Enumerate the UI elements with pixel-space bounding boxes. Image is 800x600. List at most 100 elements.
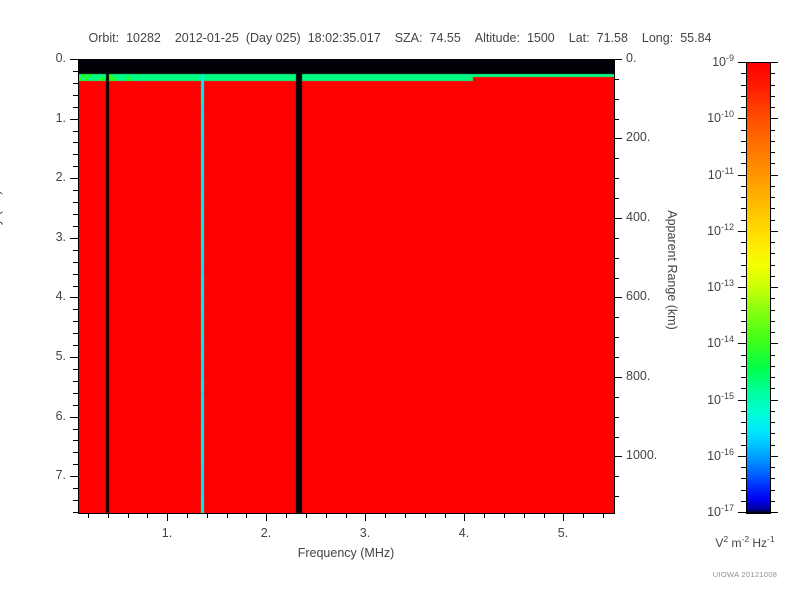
unit-hz: Hz [749,536,768,550]
axis-tick [614,437,619,438]
axis-tick [614,317,619,318]
axis-tick [73,238,78,239]
axis-tick [405,513,406,518]
axis-tick [741,400,746,401]
longitude-label: Long: [641,31,674,45]
axis-tick [614,79,619,80]
axis-tick [73,417,78,418]
axis-tick [770,253,775,254]
colorbar-label-exponent: -17 [720,503,734,513]
colorbar-label-mantissa: 10 [707,449,721,464]
axis-tick [770,130,775,131]
axis-tick [741,152,746,153]
axis-tick [741,265,746,266]
axis-tick [741,422,746,423]
axis-tick [614,496,619,497]
axis-tick [770,141,775,142]
unit-m: m [728,536,742,550]
axis-tick [73,166,78,167]
axis-tick [73,119,78,120]
axis-tick [227,513,228,518]
axis-tick [73,333,78,334]
axis-tick [73,71,78,72]
axis-tick [73,500,78,501]
colorbar-tick-label: 10-15 [707,391,734,407]
axis-tick [770,265,775,266]
axis-tick [73,357,78,358]
axis-tick [603,513,604,518]
y-axis-left-tick-label: 7. [55,468,66,482]
axis-tick [741,287,746,288]
axis-tick [770,107,775,108]
axis-tick [614,138,619,139]
axis-tick [741,85,746,86]
axis-tick [73,214,78,215]
orbit-label: Orbit: [88,31,120,45]
axis-tick [246,513,247,518]
axis-tick [73,476,78,477]
axis-tick [73,345,78,346]
axis-tick [741,231,746,232]
axis-tick [73,405,78,406]
axis-tick [770,400,775,401]
axis-tick [73,95,78,96]
axis-tick [73,429,78,430]
axis-tick [614,297,619,298]
axis-tick [583,513,584,518]
axis-tick [73,297,78,298]
colorbar-tick-label: 10-16 [707,447,734,463]
x-axis-tick-label: 5. [557,526,569,540]
header-info-line: Orbit: 10282 2012-01-25 (Day 025) 18:02:35.0… [0,31,800,45]
axis-tick [504,513,505,518]
axis-tick [73,178,78,179]
axis-tick [741,220,746,221]
y-axis-left-tick-label: 2. [55,170,66,184]
axis-tick [770,456,775,457]
y-axis-left-tick-label: 6. [55,409,66,423]
observation-time: 18:02:35.017 [307,31,381,45]
longitude-value: 55.84 [680,31,712,45]
axis-tick [770,501,775,502]
colorbar-label-exponent: -9 [725,53,734,63]
axis-tick [741,501,746,502]
x-axis-title: Frequency (MHz) [297,546,395,560]
axis-tick [770,411,775,412]
axis-tick [741,298,746,299]
axis-tick [73,59,78,60]
axis-tick [614,99,619,100]
axis-tick [614,119,619,120]
axis-tick [73,83,78,84]
axis-tick [770,388,775,389]
altitude-value: 1500 [526,31,555,45]
axis-tick [73,464,78,465]
axis-tick [524,513,525,518]
axis-tick [741,130,746,131]
latitude-label: Lat: [568,31,590,45]
axis-tick [770,242,775,243]
radargram-heatmap-canvas [79,60,614,513]
axis-tick [741,343,746,344]
axis-tick [614,258,619,259]
axis-tick [770,422,775,423]
axis-tick [614,417,619,418]
axis-tick [741,310,746,311]
axis-tick [73,321,78,322]
y-axis-right-tick-label: 1000. [626,448,658,462]
axis-tick [770,118,775,119]
axis-tick [741,253,746,254]
axis-tick [741,467,746,468]
colorbar-tick-label: 10-12 [707,222,734,238]
sza-label: SZA: [394,31,423,45]
axis-tick [167,513,168,518]
axis-tick [73,512,78,513]
axis-tick [614,357,619,358]
axis-tick [770,433,775,434]
axis-tick [741,366,746,367]
colorbar-label-mantissa: 10 [707,505,721,520]
x-axis-tick-label: 1. [161,526,173,540]
axis-tick [741,62,746,63]
axis-tick [770,186,775,187]
axis-tick [741,118,746,119]
axis-tick [770,152,775,153]
axis-tick [614,456,619,457]
